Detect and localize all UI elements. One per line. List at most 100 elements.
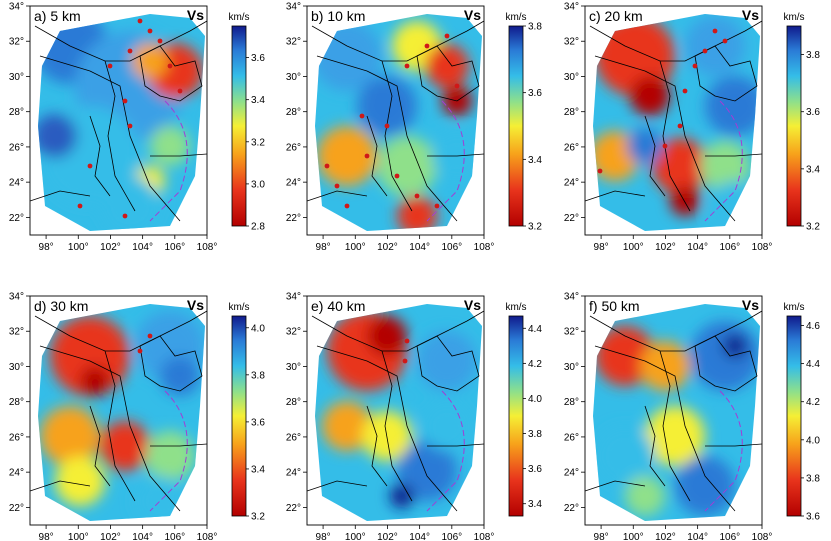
lon-tick-label: 104° (132, 532, 153, 541)
earthquake-dot (712, 28, 718, 34)
fault-line (306, 190, 368, 202)
dashed-contour (426, 390, 465, 512)
colorbar-tick-label: 4.0 (528, 394, 542, 405)
velocity-anomaly (690, 321, 760, 391)
fault-line (594, 55, 736, 222)
lon-tick-label: 100° (68, 532, 89, 541)
earthquake-dot (394, 173, 400, 179)
lon-tick-label: 100° (68, 242, 89, 253)
colorbar-tick-label: 3.6 (251, 53, 265, 64)
lon-tick-label: 108° (197, 242, 218, 253)
map-panel: 98° 100° 102° 104° 106° 108° 22° 24° 26° 28° 30° 32… (564, 292, 820, 541)
colorbar-unit: km/s (783, 12, 804, 23)
lon-tick-label: 102° (655, 532, 676, 541)
lon-tick-label: 98° (594, 242, 609, 253)
lat-tick-label: 22° (286, 213, 301, 224)
earthquake-dot (597, 168, 603, 174)
earthquake-dot (682, 88, 688, 94)
colorbar (508, 315, 524, 517)
dashed-contour (149, 100, 188, 222)
lon-tick-label: 104° (687, 532, 708, 541)
lon-tick-label: 100° (623, 242, 644, 253)
velocity-anomaly (645, 406, 705, 466)
vs-label: Vs (187, 7, 204, 23)
earthquake-dot (702, 48, 708, 54)
fault-line (316, 345, 458, 512)
velocity-anomaly (390, 484, 414, 508)
lon-tick-label: 102° (100, 242, 121, 253)
colorbar (231, 25, 247, 227)
fault-line (659, 350, 691, 502)
lon-tick-label: 108° (197, 532, 218, 541)
velocity-anomaly (55, 456, 105, 506)
velocity-anomaly (100, 421, 150, 471)
lat-tick-label: 24° (286, 468, 301, 479)
velocity-field (38, 14, 205, 231)
earthquake-dot (177, 88, 183, 94)
velocity-anomaly (723, 334, 747, 358)
fault-line (694, 45, 758, 102)
dashed-contour (704, 390, 743, 512)
velocity-anomaly (425, 44, 469, 88)
vs-label: Vs (464, 7, 481, 23)
panel-title: c) 20 km (589, 8, 643, 24)
fault-line (150, 153, 208, 157)
velocity-anomaly (670, 186, 700, 216)
fault-line (39, 345, 181, 512)
earthquake-dot (137, 348, 143, 354)
map-panel: 98° 100° 102° 104° 106° 108° 22° 24° 26° 28° 30° 32… (286, 292, 542, 541)
lat-tick-label: 30° (286, 362, 301, 373)
colorbar-tick-label: 4.2 (528, 359, 542, 370)
earthquake-dot (344, 203, 350, 209)
colorbar-tick-label: 3.0 (251, 179, 265, 190)
colorbar (786, 25, 802, 227)
fault-line (705, 443, 763, 447)
velocity-anomaly (357, 76, 417, 136)
lat-tick-label: 34° (564, 292, 579, 303)
earthquake-dot (424, 43, 430, 49)
colorbar-tick-label: 4.2 (806, 397, 820, 408)
colorbar-tick-label: 4.4 (806, 359, 820, 370)
lat-tick-label: 22° (9, 213, 24, 224)
vs-label: Vs (187, 297, 204, 313)
fault-line (427, 443, 485, 447)
colorbar-tick-label: 3.4 (528, 155, 542, 166)
colorbar-tick-label: 4.0 (251, 323, 265, 334)
fault-line (594, 345, 736, 512)
earthquake-dot (359, 113, 365, 119)
earthquake-dot (404, 338, 410, 344)
lat-tick-label: 28° (9, 107, 24, 118)
earthquake-dot (147, 333, 153, 339)
earthquake-dot (414, 193, 420, 199)
lon-tick-label: 102° (377, 532, 398, 541)
fault-line (29, 480, 91, 492)
colorbar-tick-label: 3.4 (251, 464, 265, 475)
lon-tick-label: 106° (441, 242, 462, 253)
velocity-anomaly (595, 426, 655, 486)
velocity-anomaly (367, 316, 407, 356)
colorbar-tick-label: 4.4 (528, 324, 542, 335)
earthquake-dot (402, 358, 408, 364)
fault-line (644, 115, 666, 197)
lon-tick-label: 104° (687, 242, 708, 253)
lat-tick-label: 22° (564, 213, 579, 224)
vs-label: Vs (464, 297, 481, 313)
lat-tick-label: 32° (286, 327, 301, 338)
fault-line (584, 480, 646, 492)
lon-tick-label: 108° (474, 242, 495, 253)
earthquake-dot (364, 153, 370, 159)
colorbar-tick-label: 3.4 (806, 164, 820, 175)
colorbar-tick-label: 3.8 (528, 22, 542, 33)
fault-line (427, 153, 485, 157)
earthquake-dot (157, 38, 163, 44)
lat-tick-label: 30° (9, 362, 24, 373)
panel-title: e) 40 km (311, 298, 365, 314)
velocity-anomaly (397, 196, 437, 231)
lat-tick-label: 34° (286, 2, 301, 13)
lat-tick-label: 34° (564, 2, 579, 13)
velocity-anomaly (322, 401, 372, 451)
lon-tick-label: 108° (752, 242, 773, 253)
velocity-field (593, 14, 760, 231)
earthquake-dot (722, 38, 728, 44)
velocity-anomaly (40, 406, 100, 466)
